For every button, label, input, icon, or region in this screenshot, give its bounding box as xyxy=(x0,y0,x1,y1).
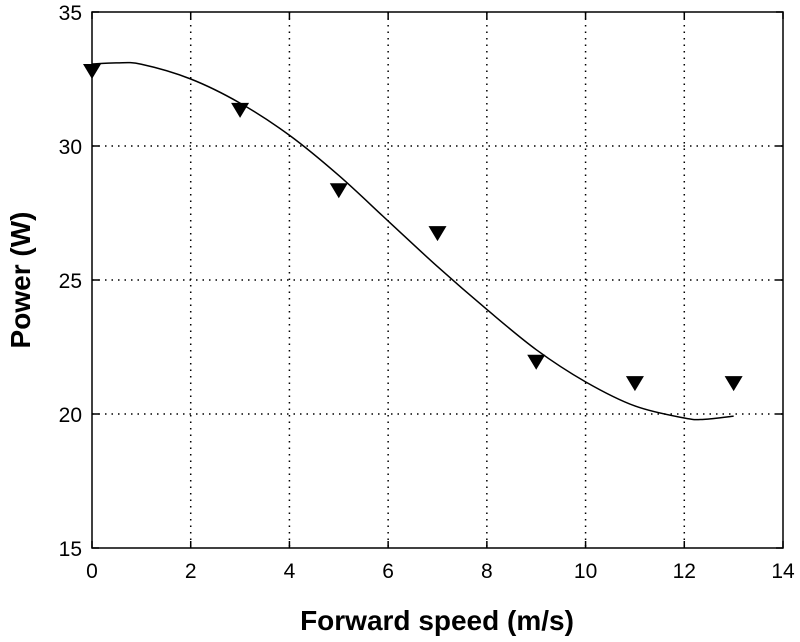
fit-curve xyxy=(91,61,734,421)
x-tick-label: 8 xyxy=(481,560,493,583)
data-point-marker xyxy=(329,183,348,199)
data-point-marker xyxy=(527,354,546,370)
y-tick-label: 15 xyxy=(59,538,82,561)
data-point-marker xyxy=(625,376,644,392)
series-layer xyxy=(83,61,743,421)
x-tick-label: 0 xyxy=(86,560,98,583)
y-tick-label: 25 xyxy=(59,270,82,293)
x-tick-label: 12 xyxy=(673,560,696,583)
y-tick-label: 30 xyxy=(59,136,82,159)
data-point-marker xyxy=(428,226,447,242)
y-tick-label: 20 xyxy=(59,404,82,427)
grid xyxy=(92,12,783,548)
x-tick-label: 4 xyxy=(284,560,296,583)
y-axis-label: Power (W) xyxy=(5,212,36,349)
x-axis-label: Forward speed (m/s) xyxy=(300,605,574,636)
y-tick-label: 35 xyxy=(59,2,82,25)
x-tick-label: 10 xyxy=(574,560,597,583)
data-point-marker xyxy=(231,102,250,118)
data-point-marker xyxy=(724,376,743,392)
x-tick-label: 14 xyxy=(771,560,795,583)
x-tick-label: 2 xyxy=(185,560,197,583)
x-tick-label: 6 xyxy=(382,560,394,583)
ticks: 0 2 4 6 8 10 12 14 15 20 25 30 35 xyxy=(59,2,795,583)
